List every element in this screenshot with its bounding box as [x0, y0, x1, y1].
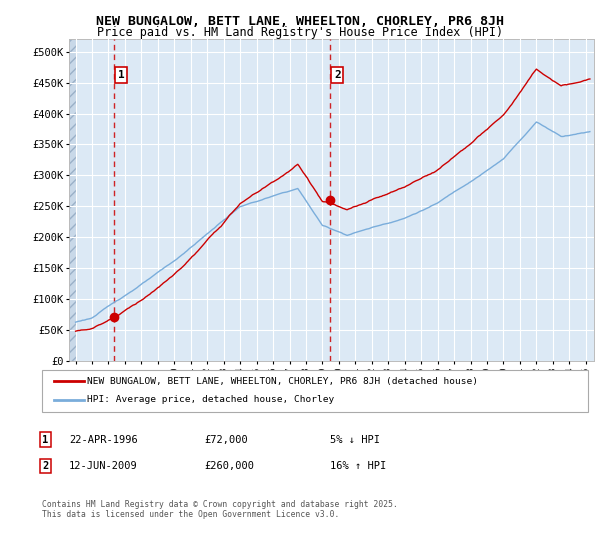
Text: 2: 2	[334, 70, 341, 80]
Text: 1: 1	[42, 435, 48, 445]
Text: NEW BUNGALOW, BETT LANE, WHEELTON, CHORLEY, PR6 8JH: NEW BUNGALOW, BETT LANE, WHEELTON, CHORL…	[96, 15, 504, 28]
Text: 2: 2	[42, 461, 48, 471]
Text: £260,000: £260,000	[204, 461, 254, 471]
Text: NEW BUNGALOW, BETT LANE, WHEELTON, CHORLEY, PR6 8JH (detached house): NEW BUNGALOW, BETT LANE, WHEELTON, CHORL…	[87, 377, 478, 386]
Text: 5% ↓ HPI: 5% ↓ HPI	[330, 435, 380, 445]
Bar	[69, 39, 76, 361]
Text: Price paid vs. HM Land Registry's House Price Index (HPI): Price paid vs. HM Land Registry's House …	[97, 26, 503, 39]
Text: 16% ↑ HPI: 16% ↑ HPI	[330, 461, 386, 471]
Text: £72,000: £72,000	[204, 435, 248, 445]
Text: 22-APR-1996: 22-APR-1996	[69, 435, 138, 445]
Text: 1: 1	[118, 70, 124, 80]
Text: 12-JUN-2009: 12-JUN-2009	[69, 461, 138, 471]
Text: HPI: Average price, detached house, Chorley: HPI: Average price, detached house, Chor…	[87, 395, 334, 404]
Text: Contains HM Land Registry data © Crown copyright and database right 2025.
This d: Contains HM Land Registry data © Crown c…	[42, 500, 398, 519]
